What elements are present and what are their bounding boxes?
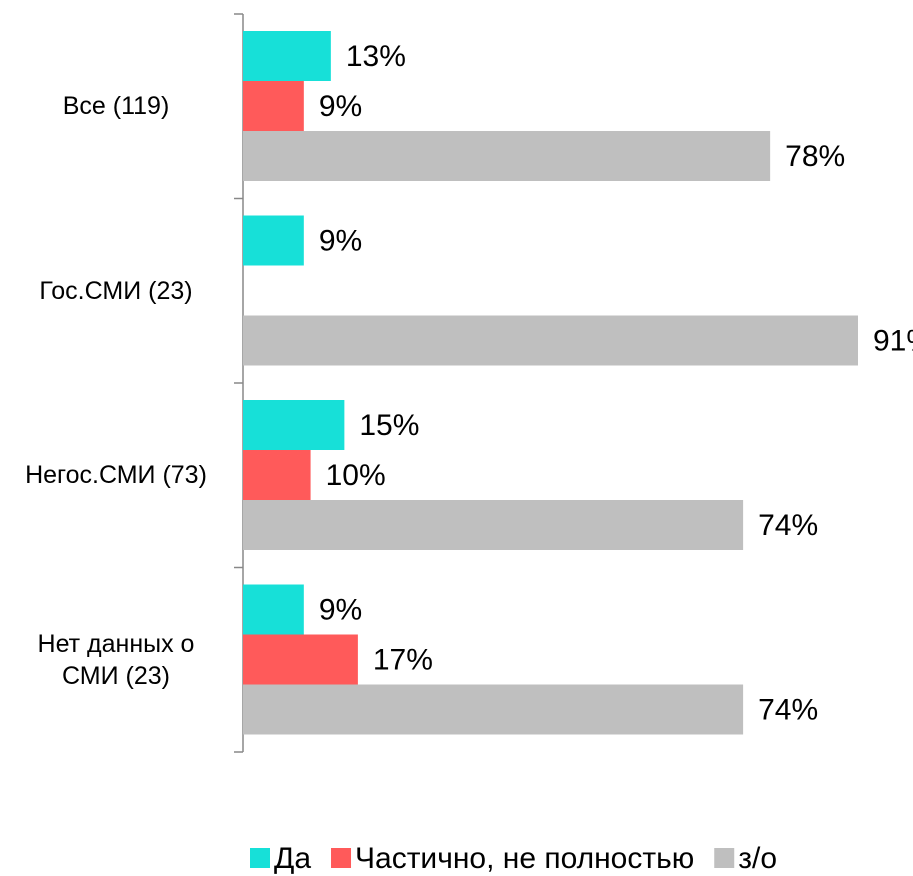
bar [243,315,858,366]
data-label: 9% [319,224,362,257]
data-label: 17% [373,643,433,676]
bar [243,215,304,266]
data-label: 9% [319,90,362,123]
data-label: 15% [359,409,419,442]
bar [243,81,304,131]
data-label: 78% [785,140,845,173]
bar [243,450,311,500]
data-label: 9% [319,593,362,626]
data-label: 91% [873,324,913,357]
y-tick-label: Негос.СМИ (73) [25,461,207,490]
y-tick-label: Гос.СМИ (23) [39,276,193,305]
y-tick-label: Все (119) [62,92,170,121]
data-label: 74% [758,509,818,542]
legend-swatch [250,848,270,868]
legend-label: Да [274,842,311,875]
data-label: 13% [346,40,406,73]
y-tick-label: Нет данных о СМИ (23) [37,629,195,690]
data-label: 74% [758,693,818,726]
data-label: 10% [326,459,386,492]
bar [243,400,345,450]
bar [243,684,744,735]
bar [243,31,331,81]
legend-label: Частично, не полностью [355,842,694,875]
bar [243,500,744,550]
bar [243,584,304,635]
legend-swatch [331,848,352,868]
legend-label: з/о [738,842,777,875]
bar [243,131,771,181]
bar [243,634,358,685]
legend-swatch [714,848,735,868]
